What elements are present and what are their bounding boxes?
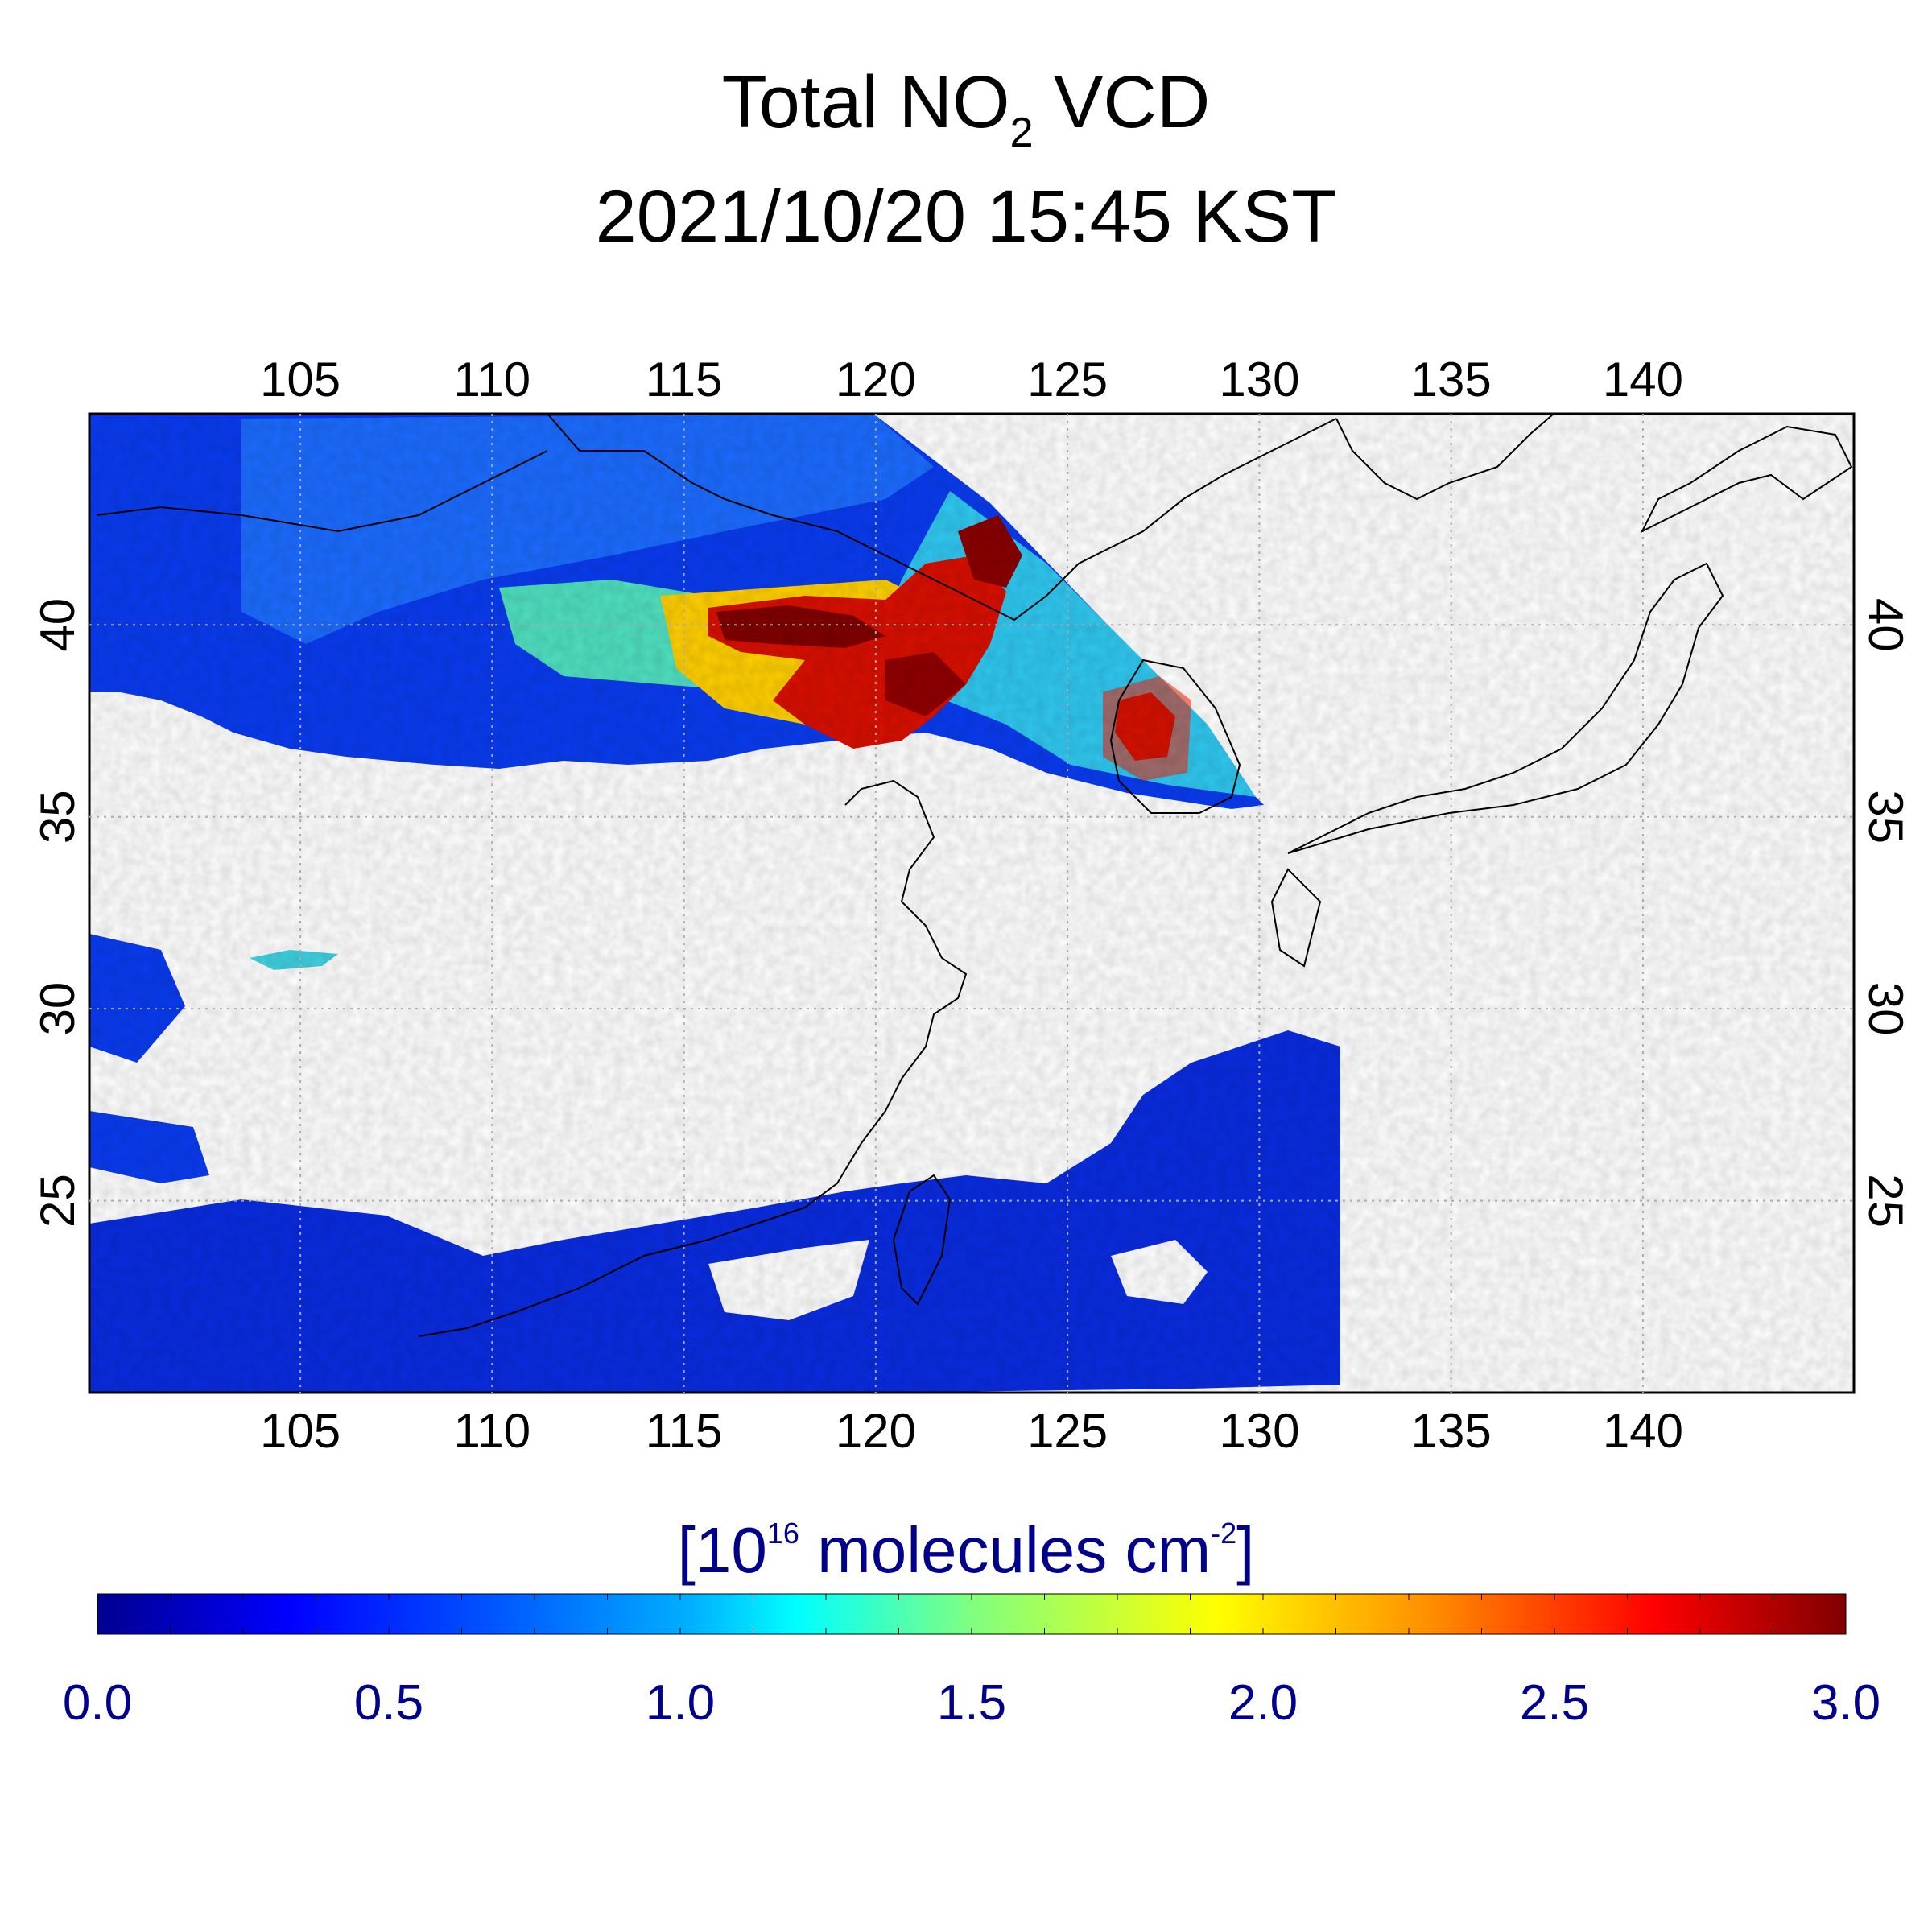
lon-tick-label-bottom: 130 [1219, 1404, 1299, 1458]
lon-tick-label-bottom: 110 [454, 1404, 531, 1458]
lat-ticks-left: 40 35 30 25 [31, 598, 85, 1228]
lon-tick-label-bottom: 115 [646, 1404, 723, 1458]
no2-field [89, 414, 1854, 1393]
title-line-1: Total NO2 VCD [721, 61, 1211, 156]
colorbar-tick-label: 1.5 [936, 1675, 1007, 1731]
colorbar-tick-label: 1.0 [645, 1675, 716, 1731]
lon-tick-label-top: 140 [1603, 353, 1683, 407]
colorbar-units: [1016 molecules cm-2] [677, 1514, 1255, 1586]
colorbar-tick-label: 0.0 [62, 1675, 133, 1731]
title-line-2: 2021/10/20 15:45 KST [595, 175, 1337, 258]
lat-ticks-right: 40 35 30 25 [1859, 598, 1913, 1228]
map-frame [88, 412, 1856, 1394]
lat-tick-label-left: 25 [31, 1174, 85, 1228]
lon-tick-label-bottom: 125 [1027, 1404, 1108, 1458]
colorbar-tick-label: 2.0 [1228, 1675, 1298, 1731]
lon-tick-label-top: 120 [836, 353, 916, 407]
lon-tick-label-top: 110 [454, 353, 531, 407]
lon-ticks-top: 105 110 115 120 125 130 135 140 [260, 353, 1683, 407]
lon-ticks-bottom: 105 110 115 120 125 130 135 140 [260, 1404, 1683, 1458]
lon-tick-label-bottom: 120 [836, 1404, 916, 1458]
lat-tick-label-right: 35 [1859, 790, 1913, 844]
lon-tick-label-bottom: 105 [260, 1404, 341, 1458]
lon-tick-label-top: 135 [1411, 353, 1492, 407]
lon-tick-label-top: 130 [1219, 353, 1299, 407]
lon-tick-label-bottom: 135 [1411, 1404, 1492, 1458]
lat-tick-label-left: 35 [31, 790, 85, 844]
lat-tick-label-right: 40 [1859, 598, 1913, 652]
lon-tick-label-top: 125 [1027, 353, 1108, 407]
lat-tick-label-right: 25 [1859, 1174, 1913, 1228]
lon-tick-label-top: 105 [260, 353, 341, 407]
colorbar-tick-label: 3.0 [1810, 1675, 1881, 1731]
coastline [96, 413, 1853, 1337]
colorbar [97, 1593, 1847, 1635]
lat-tick-label-right: 30 [1859, 982, 1913, 1036]
lat-tick-label-left: 30 [31, 982, 85, 1036]
colorbar-tick-marks [97, 1594, 1847, 1634]
colorbar-tick-label: 0.5 [353, 1675, 424, 1731]
map-title: Total NO2 VCD 2021/10/20 15:45 KST [0, 60, 1932, 258]
lat-tick-label-left: 40 [31, 598, 85, 652]
lon-tick-label-bottom: 140 [1603, 1404, 1683, 1458]
lon-tick-label-top: 115 [646, 353, 723, 407]
colorbar-tick-label: 2.5 [1519, 1675, 1590, 1731]
